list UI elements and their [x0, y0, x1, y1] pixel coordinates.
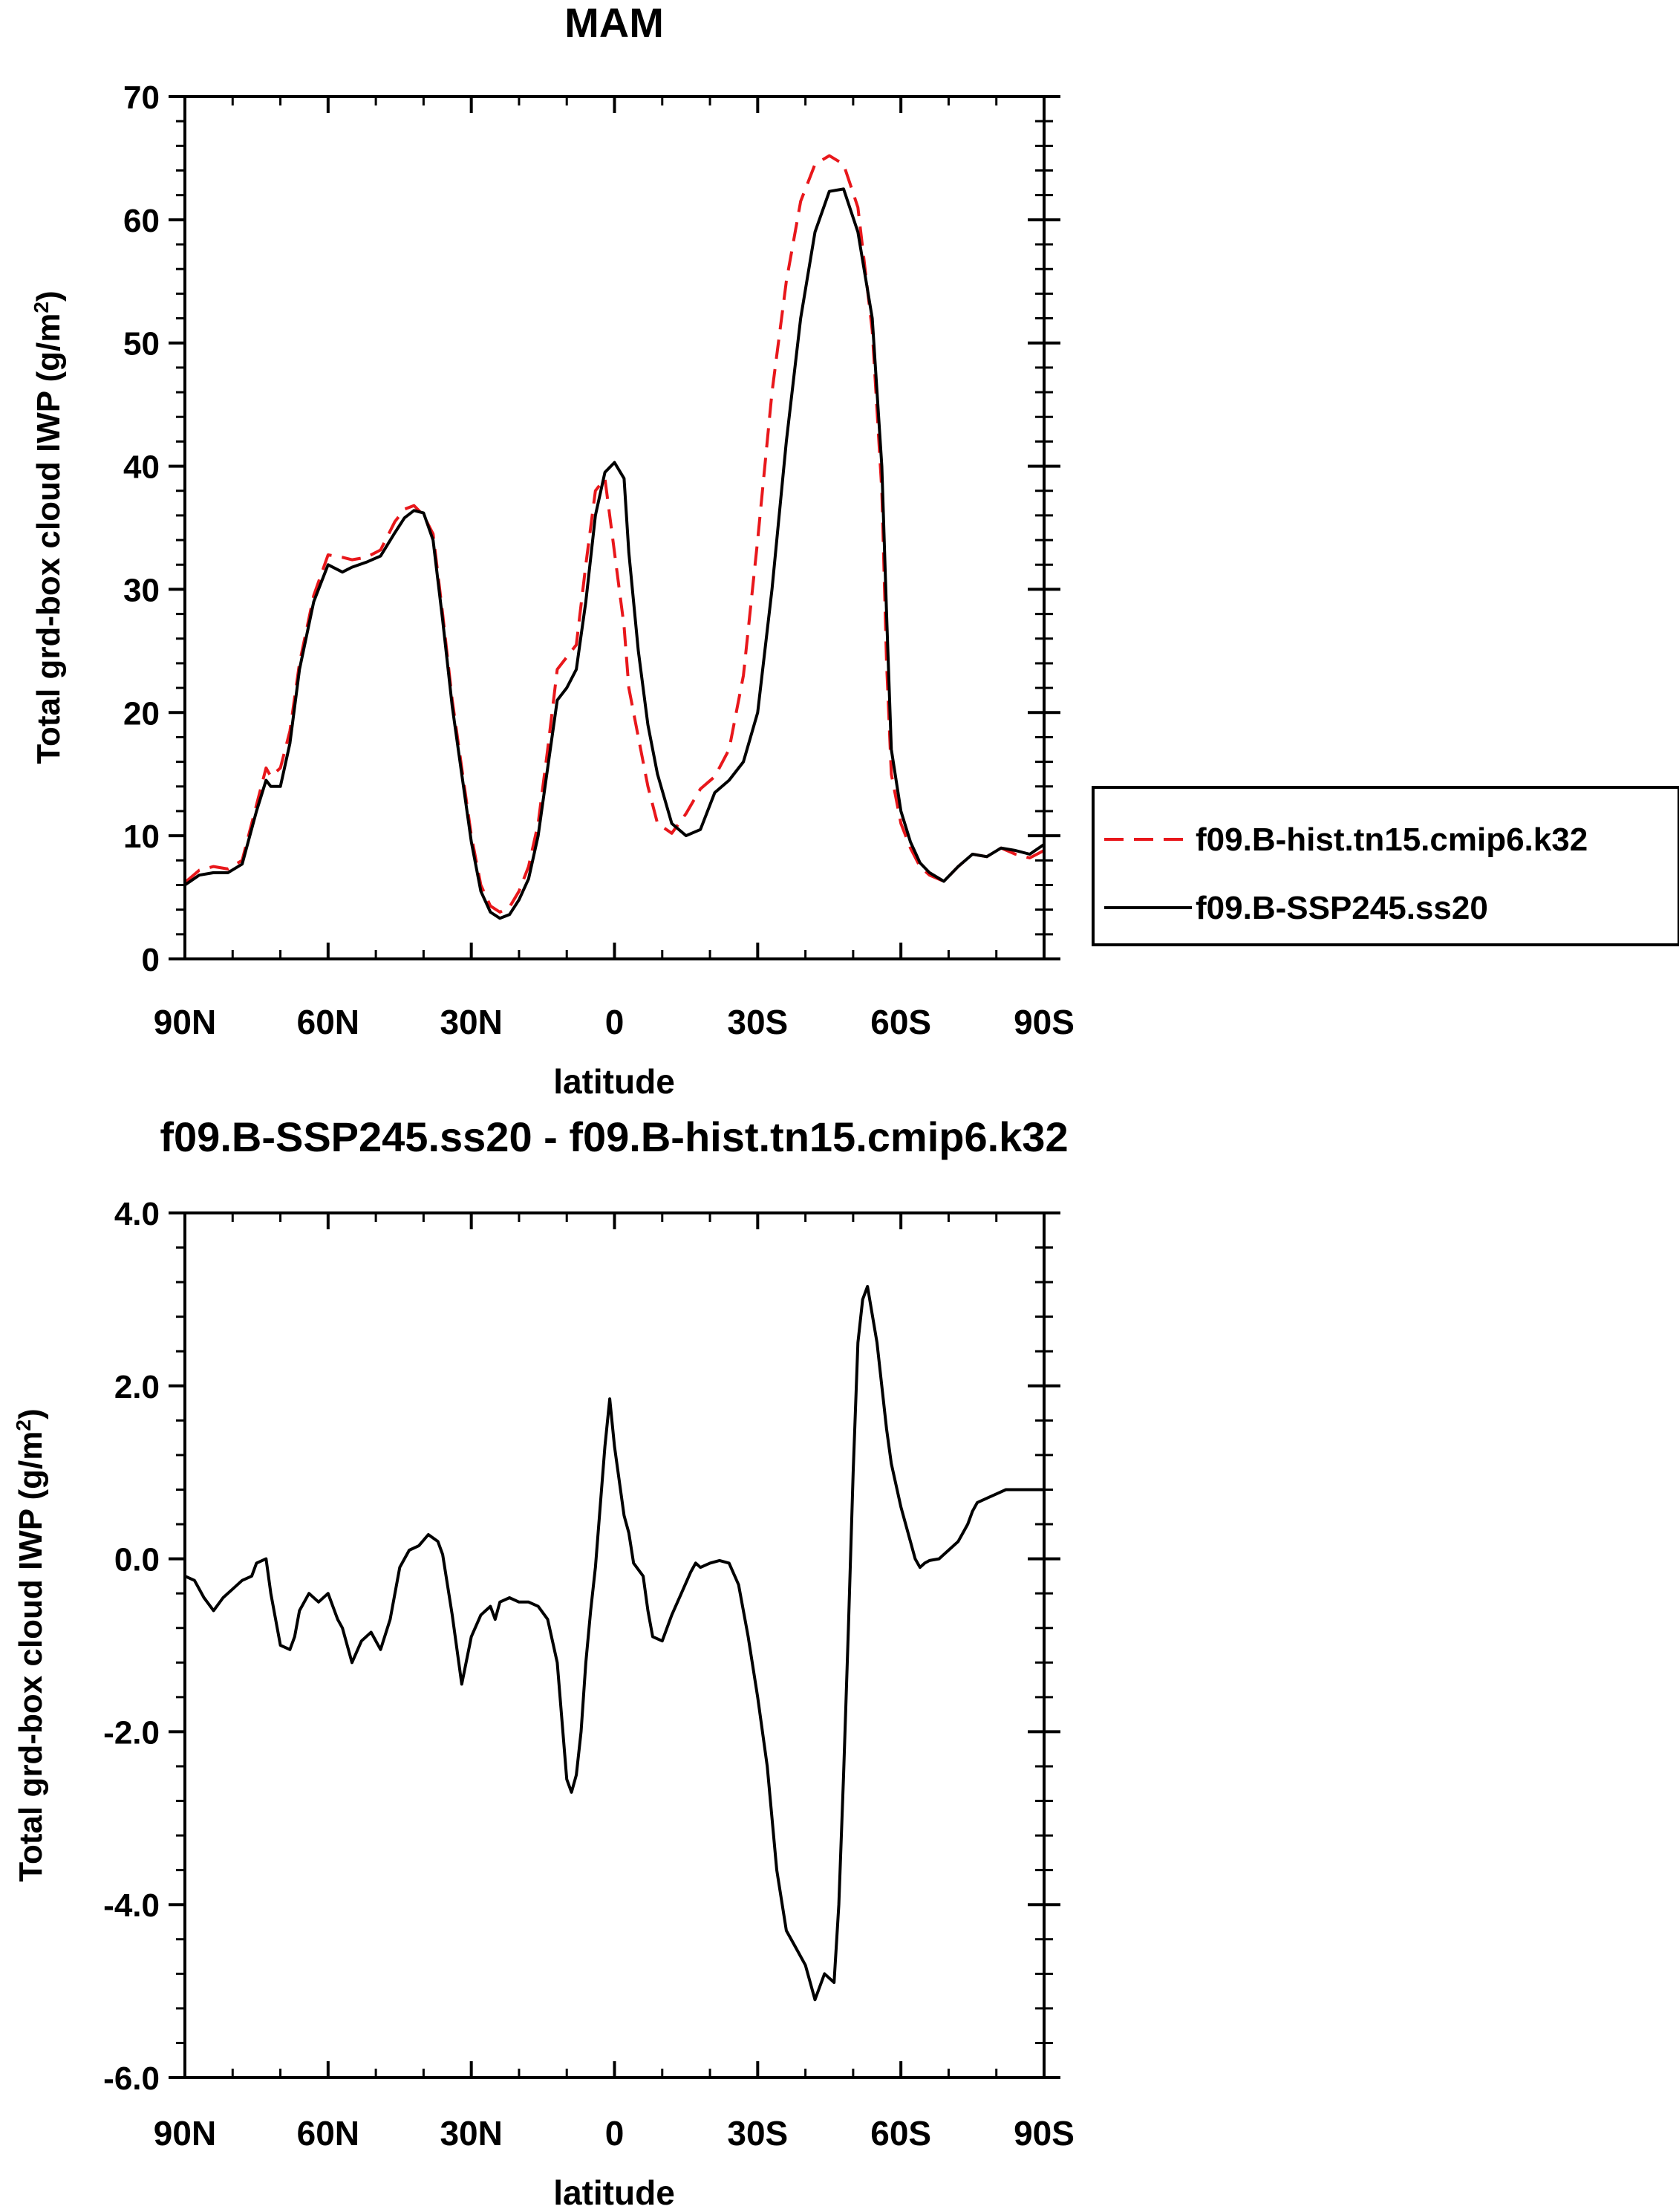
y-tick-label: -6.0 — [103, 2060, 160, 2097]
x-tick-label: 60S — [870, 2114, 931, 2153]
x-tick-label: 60S — [870, 1003, 931, 1041]
y-axis-label: Total grd-box cloud IWP (g/m2) — [30, 290, 68, 764]
y-tick-labels: 0 10 20 30 40 50 60 70 — [123, 79, 160, 978]
y-tick-label: 0.0 — [114, 1542, 160, 1578]
series-line-1 — [183, 187, 1046, 920]
x-tick-label: 90N — [154, 2114, 216, 2153]
axis-ticks — [169, 1211, 1060, 2079]
x-tick-label: 60N — [297, 1003, 359, 1041]
y-tick-label: 30 — [123, 572, 160, 608]
axis-ticks — [169, 95, 1060, 960]
series-line-0 — [183, 154, 1045, 914]
y-tick-label: 20 — [123, 695, 160, 732]
x-tick-label: 60N — [297, 2114, 359, 2153]
chart-title: f09.B-SSP245.ss20 - f09.B-hist.tn15.cmip… — [160, 1113, 1068, 1160]
y-tick-label: 70 — [123, 79, 160, 116]
x-axis-label: latitude — [553, 2173, 675, 2212]
series-lines — [184, 1284, 1044, 2002]
chart-title: MAM — [564, 0, 664, 46]
x-tick-label: 0 — [605, 2114, 625, 2153]
x-tick-label: 30N — [440, 2114, 502, 2153]
legend-label-hist: f09.B-hist.tn15.cmip6.k32 — [1196, 822, 1588, 858]
legend-box — [1092, 786, 1679, 946]
y-axis-label: Total grd-box cloud IWP (g/m2) — [12, 1408, 50, 1881]
x-tick-label: 90N — [154, 1003, 216, 1041]
x-tick-labels: 90N 60N 30N 0 30S 60S 90S — [154, 1003, 1075, 1041]
x-tick-label: 0 — [605, 1003, 625, 1041]
series-line-0 — [184, 1284, 1044, 2002]
y-tick-label: -4.0 — [103, 1887, 160, 1924]
y-tick-label: 4.0 — [114, 1196, 160, 1232]
x-tick-label: 90S — [1014, 2114, 1075, 2153]
x-tick-label: 90S — [1014, 1003, 1075, 1041]
y-tick-label: 10 — [123, 819, 160, 855]
x-tick-label: 30S — [727, 2114, 788, 2153]
y-tick-label: 50 — [123, 326, 160, 362]
legend: f09.B-hist.tn15.cmip6.k32 f09.B-SSP245.s… — [1092, 786, 1679, 946]
y-tick-label: 40 — [123, 449, 160, 486]
y-tick-label: -2.0 — [103, 1714, 160, 1751]
plot-frame — [183, 95, 1046, 960]
series-lines — [183, 154, 1046, 920]
panel-difference: f09.B-SSP245.ss20 - f09.B-hist.tn15.cmip… — [12, 1113, 1075, 2212]
y-tick-label: 2.0 — [114, 1369, 160, 1405]
legend-label-ssp: f09.B-SSP245.ss20 — [1196, 890, 1488, 926]
x-axis-label: latitude — [553, 1062, 675, 1101]
y-tick-label: 0 — [142, 942, 160, 978]
y-tick-label: 60 — [123, 203, 160, 239]
x-tick-labels: 90N 60N 30N 0 30S 60S 90S — [154, 2114, 1075, 2153]
plot-frame — [183, 1211, 1046, 2079]
x-tick-label: 30S — [727, 1003, 788, 1041]
y-tick-labels: -6.0 -4.0 -2.0 0.0 2.0 4.0 — [103, 1196, 160, 2097]
x-tick-label: 30N — [440, 1003, 502, 1041]
